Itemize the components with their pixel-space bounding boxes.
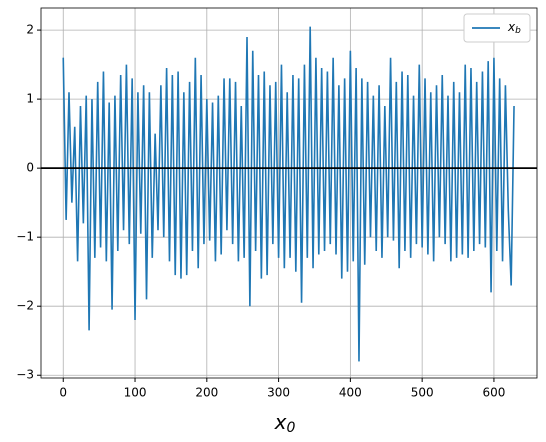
y-tick-label: 2 — [26, 23, 34, 37]
x-tick-label: 300 — [267, 386, 290, 400]
x-tick-label: 400 — [339, 386, 362, 400]
x-tick-label: 100 — [124, 386, 147, 400]
x-tick-label: 600 — [482, 386, 505, 400]
y-tick-label: 0 — [26, 161, 34, 175]
x-axis-label: x0 — [274, 410, 296, 437]
x-tick-label: 0 — [59, 386, 67, 400]
data-line — [62, 26, 515, 362]
x-tick-label: 200 — [195, 386, 218, 400]
x-tick-label: 500 — [411, 386, 434, 400]
legend-label: xb — [507, 20, 521, 36]
y-tick-label: −3 — [16, 368, 34, 382]
y-tick-label: −1 — [16, 230, 34, 244]
y-tick-label: 1 — [26, 92, 34, 106]
y-tick-label: −2 — [16, 299, 34, 313]
plot-frame — [40, 7, 538, 379]
